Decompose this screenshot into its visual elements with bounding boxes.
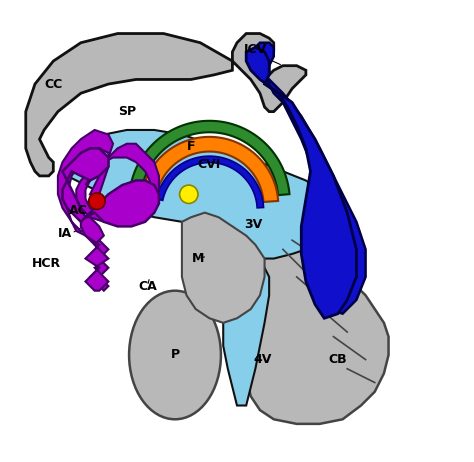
Text: AC: AC [69, 204, 88, 217]
Text: F: F [187, 140, 195, 152]
Polygon shape [182, 213, 264, 323]
Polygon shape [76, 144, 159, 222]
Circle shape [89, 193, 105, 209]
Text: IA: IA [58, 227, 72, 240]
Polygon shape [130, 121, 290, 195]
Polygon shape [255, 43, 365, 314]
Polygon shape [142, 137, 278, 202]
Polygon shape [223, 259, 269, 406]
Polygon shape [26, 34, 306, 176]
Polygon shape [156, 156, 264, 208]
Ellipse shape [129, 291, 221, 419]
Text: P: P [171, 348, 180, 361]
Text: CC: CC [44, 78, 63, 91]
Polygon shape [81, 217, 109, 291]
Polygon shape [58, 130, 113, 291]
Polygon shape [63, 148, 159, 226]
Text: CA: CA [138, 280, 157, 292]
Text: ICV: ICV [244, 43, 267, 56]
Text: CB: CB [328, 353, 347, 366]
Text: CVI: CVI [198, 158, 221, 171]
Polygon shape [246, 226, 389, 424]
Polygon shape [63, 130, 333, 259]
Text: 3V: 3V [244, 218, 262, 231]
Text: M: M [192, 252, 204, 265]
Text: HCR: HCR [32, 257, 61, 270]
Text: 4V: 4V [253, 353, 272, 366]
Text: SP: SP [118, 105, 136, 118]
Circle shape [180, 185, 198, 203]
Polygon shape [246, 47, 356, 318]
